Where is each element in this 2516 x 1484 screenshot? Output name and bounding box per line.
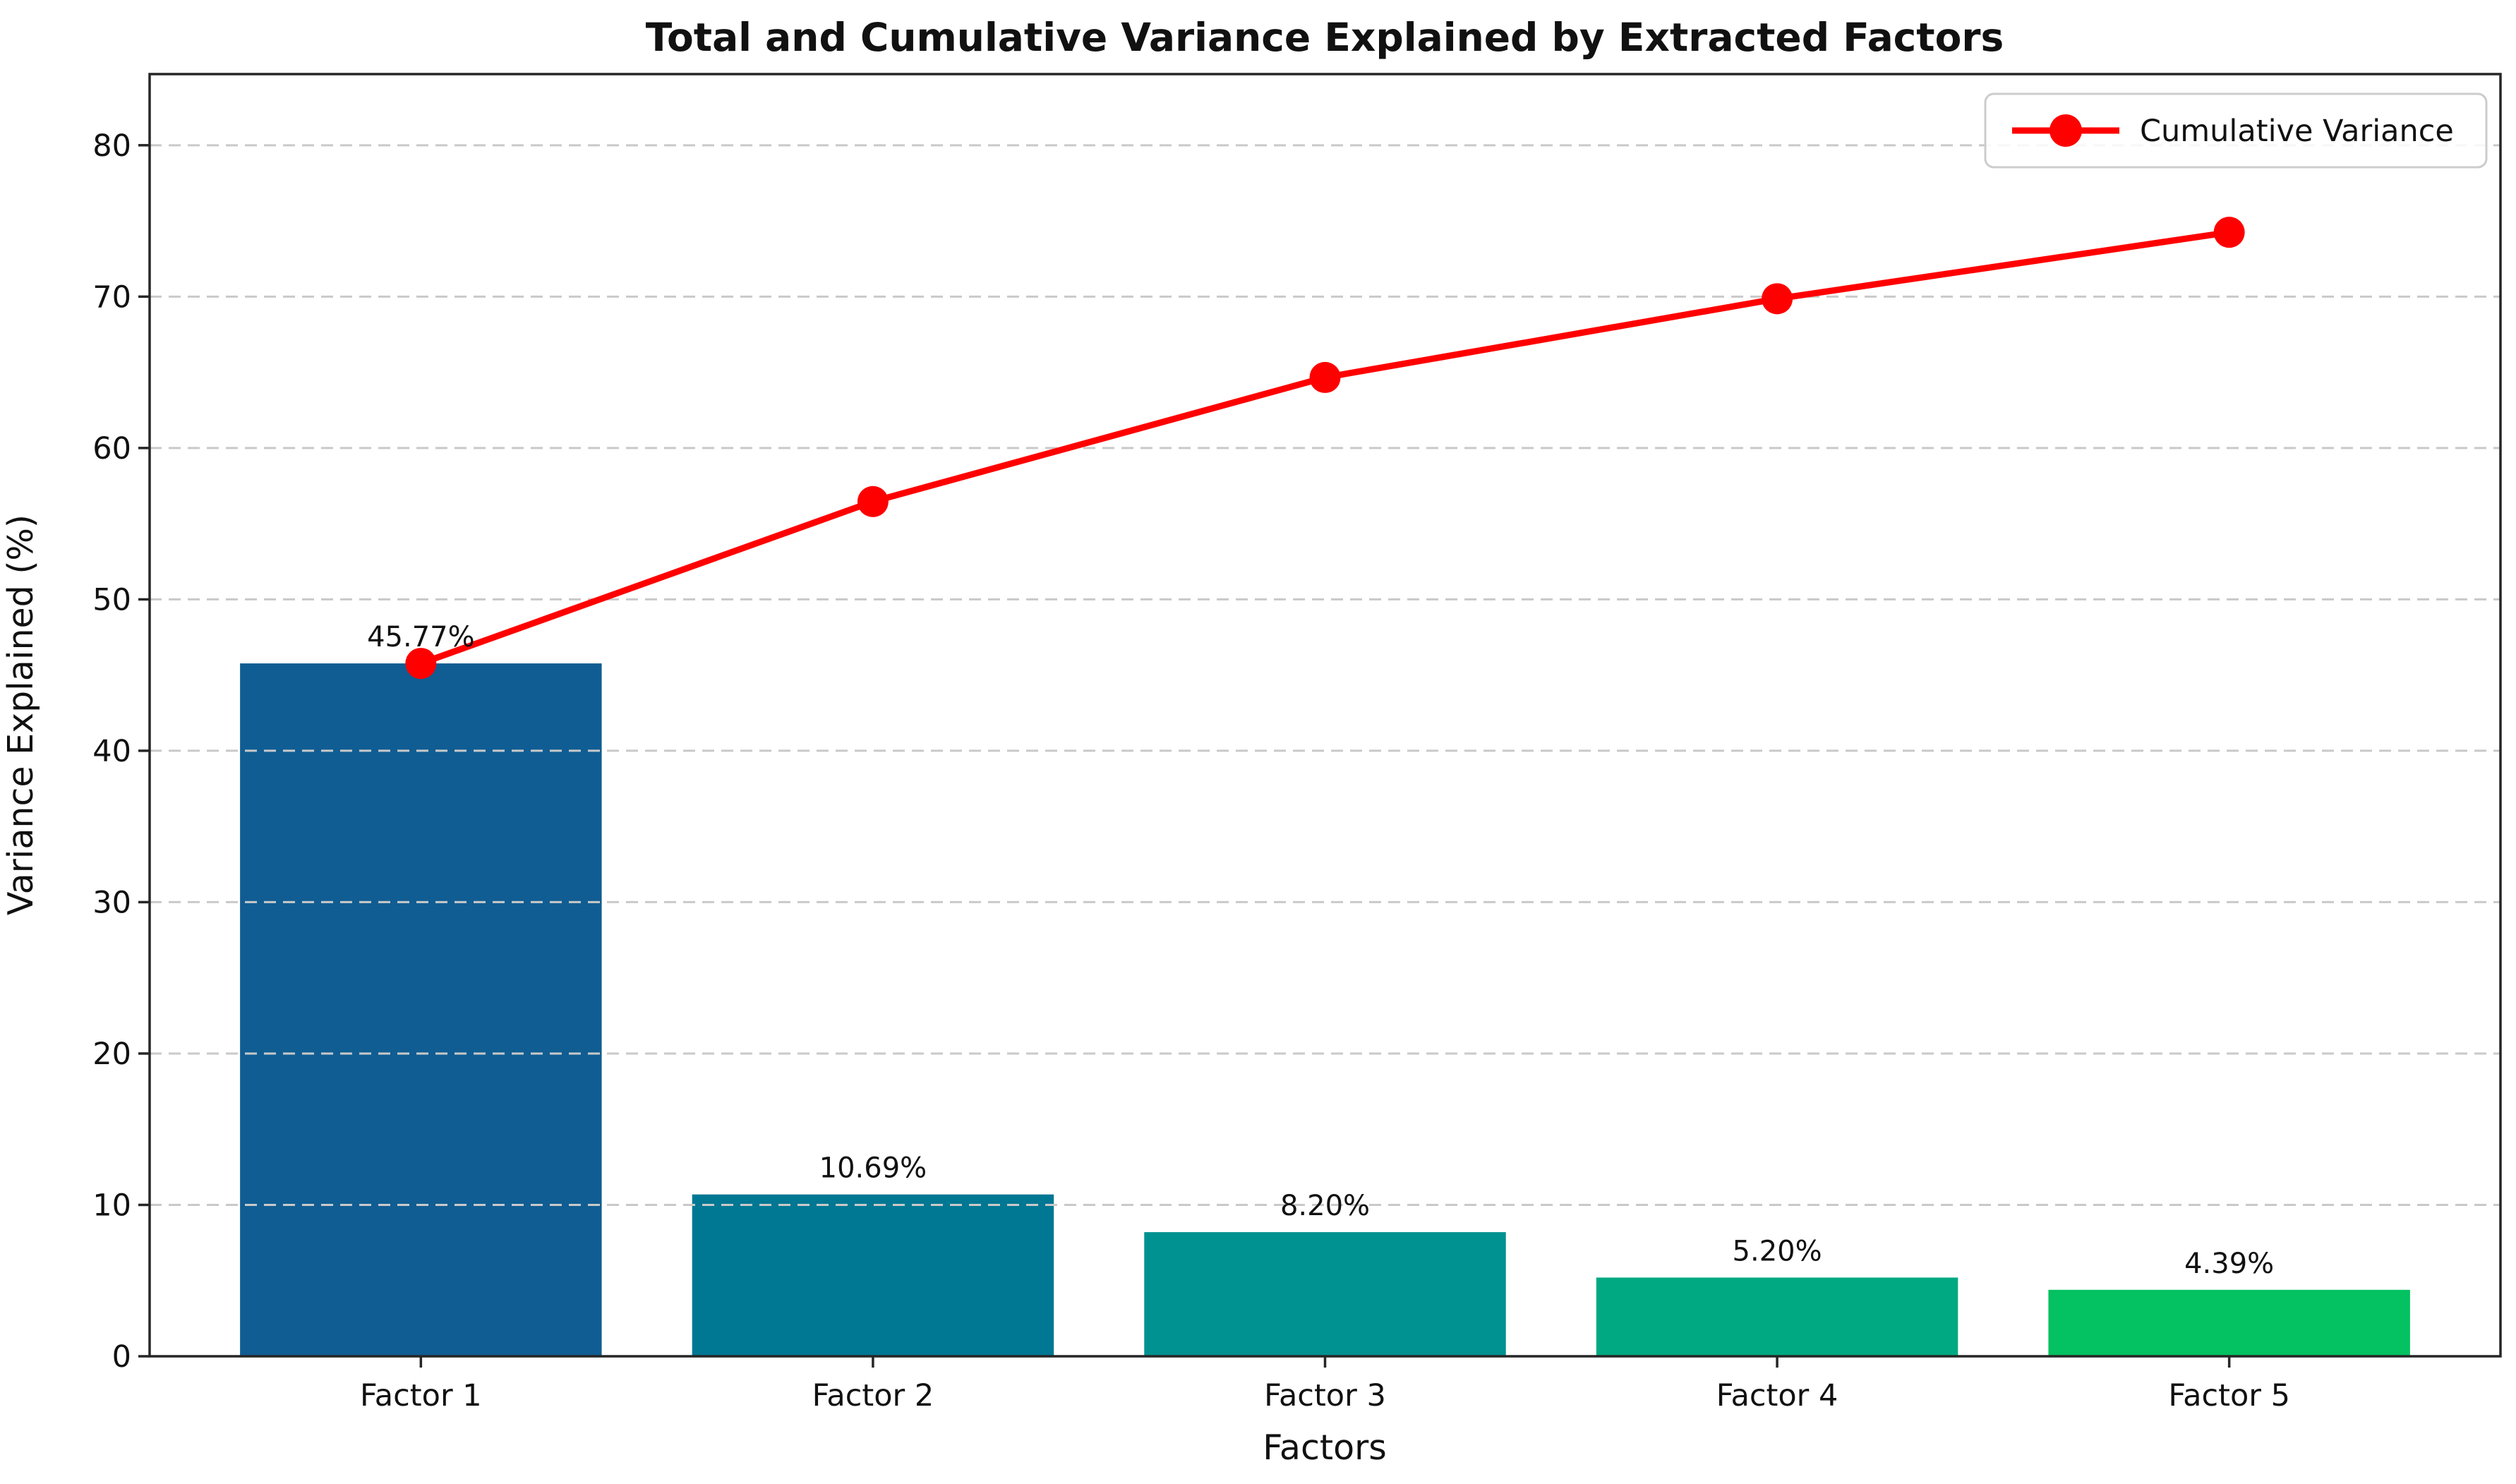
y-tick-label-0: 0 <box>112 1339 131 1375</box>
cumulative-point-2 <box>857 485 889 517</box>
chart-title: Total and Cumulative Variance Explained … <box>646 15 2004 60</box>
bar-value-label-1: 45.77% <box>367 621 475 653</box>
y-tick-label-60: 60 <box>92 431 131 466</box>
bar-factor-4 <box>1596 1277 1958 1356</box>
bar-factor-3 <box>1144 1232 1506 1356</box>
y-tick-label-10: 10 <box>92 1188 131 1224</box>
plot-area: 0 10 20 30 40 50 60 70 80 Factor 1 Factor 2 Factor … <box>92 128 2500 1413</box>
bar-factor-5 <box>2048 1289 2410 1356</box>
y-axis-label: Variance Explained (%) <box>1 514 41 915</box>
x-axis-label: Factors <box>1263 1428 1387 1468</box>
y-tick-label-70: 70 <box>92 279 131 315</box>
legend-frame <box>1984 92 2488 169</box>
x-tick-label-4: Factor 4 <box>1716 1378 1838 1413</box>
bar-value-label-4: 5.20% <box>1733 1235 1822 1267</box>
x-tick-label-1: Factor 1 <box>360 1378 482 1413</box>
cumulative-point-5 <box>2213 217 2245 248</box>
cumulative-point-1 <box>405 648 437 680</box>
cumulative-point-3 <box>1309 361 1341 393</box>
y-tick-label-30: 30 <box>92 885 131 920</box>
x-tick-label-2: Factor 2 <box>812 1378 934 1413</box>
bar-value-label-3: 8.20% <box>1280 1190 1370 1222</box>
axes-spines <box>148 73 2502 1358</box>
x-tick-label-5: Factor 5 <box>2168 1378 2290 1413</box>
y-tick-label-50: 50 <box>92 582 131 617</box>
bar-factor-1 <box>240 663 602 1356</box>
bar-value-label-2: 10.69% <box>819 1152 927 1185</box>
legend-label: Cumulative Variance <box>2140 114 2454 149</box>
bar-value-label-5: 4.39% <box>2184 1248 2274 1280</box>
legend: Cumulative Variance <box>1984 92 2488 169</box>
y-tick-label-40: 40 <box>92 734 131 769</box>
x-tick-label-3: Factor 3 <box>1264 1378 1386 1413</box>
cumulative-point-4 <box>1762 283 1793 315</box>
legend-marker-icon <box>2049 114 2082 147</box>
y-tick-label-80: 80 <box>92 128 131 164</box>
bar-factor-2 <box>692 1194 1054 1356</box>
y-tick-label-20: 20 <box>92 1037 131 1072</box>
